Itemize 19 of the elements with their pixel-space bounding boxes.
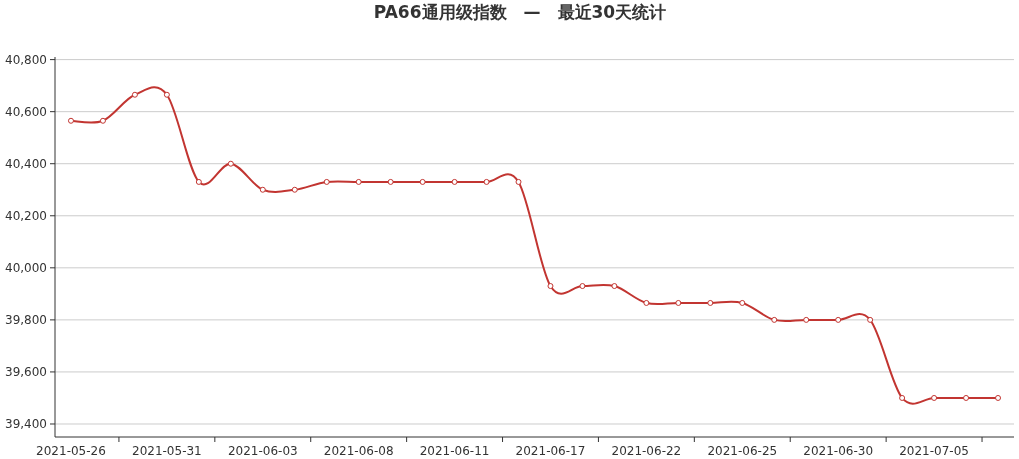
y-tick-label: 39,400 xyxy=(5,416,47,431)
x-tick-label: 2021-05-31 xyxy=(132,444,202,458)
x-tick-label: 2021-06-03 xyxy=(227,444,298,458)
y-tick-label: 40,400 xyxy=(5,156,47,171)
y-tick-label: 39,800 xyxy=(5,312,47,327)
y-tick-label: 39,600 xyxy=(5,364,47,379)
y-tick-label: 40,800 xyxy=(5,52,47,67)
y-tick-label: 40,600 xyxy=(5,104,47,119)
x-tick-label: 2021-06-17 xyxy=(515,444,586,458)
chart-title: PA66通用级指数 — 最近30天统计 xyxy=(373,2,667,22)
y-tick-label: 40,000 xyxy=(5,260,47,275)
x-tick-label: 2021-06-11 xyxy=(419,444,490,458)
y-tick-label: 40,200 xyxy=(5,208,47,223)
x-tick-label: 2021-06-30 xyxy=(803,444,874,458)
x-tick-label: 2021-06-22 xyxy=(611,444,682,458)
x-tick-label: 2021-06-25 xyxy=(707,444,778,458)
x-tick-label: 2021-06-08 xyxy=(323,444,394,458)
x-tick-label: 2021-05-26 xyxy=(36,444,106,458)
x-tick-label: 2021-07-05 xyxy=(899,444,969,458)
